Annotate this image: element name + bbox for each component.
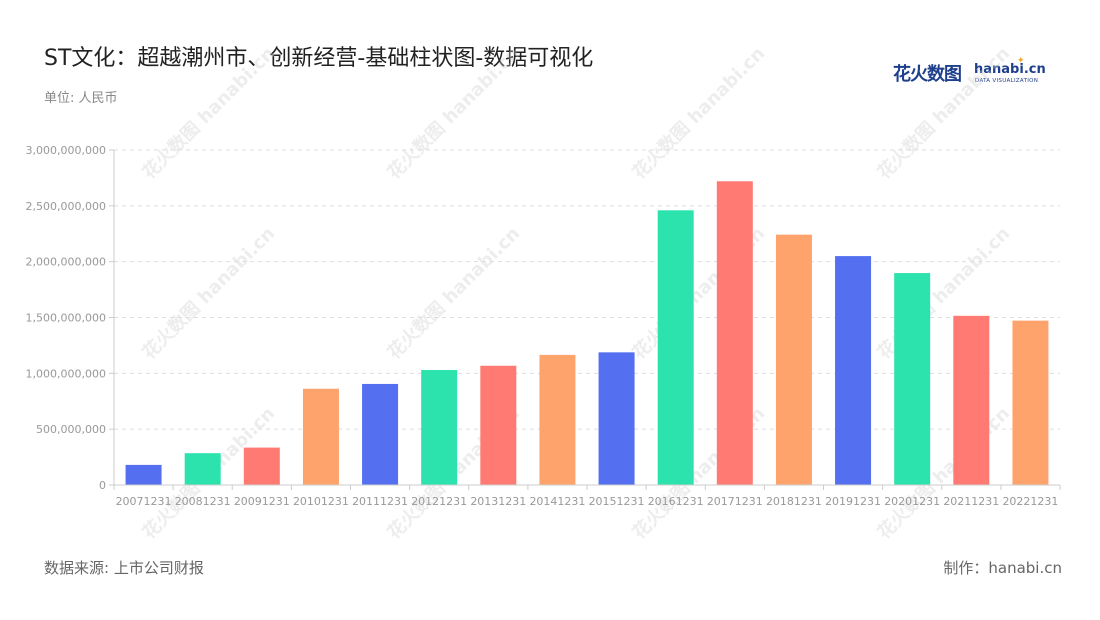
- bar: [302, 388, 339, 485]
- x-tick-label: 20221231: [1002, 495, 1058, 508]
- x-axis: 20071231 20081231 20091231 20101231 20111231…: [113, 484, 1061, 508]
- bar: [421, 369, 458, 485]
- x-tick-label: 20071231: [116, 495, 172, 508]
- bar: [775, 234, 812, 485]
- bars: [125, 181, 1049, 486]
- x-tick-label: 20111231: [352, 495, 408, 508]
- bar: [657, 210, 694, 486]
- logo-text-en: hanabi.cn: [974, 62, 1046, 77]
- y-tick-label: 2,500,000,000: [26, 200, 106, 213]
- unit-label: 单位: 人民币: [44, 91, 118, 106]
- x-tick-label: 20211231: [943, 495, 999, 508]
- x-tick-label: 20141231: [529, 495, 585, 508]
- y-tick-label: 500,000,000: [36, 423, 106, 436]
- grid-lines: [114, 149, 1060, 430]
- bar: [953, 315, 990, 485]
- x-tick-label: 20121231: [411, 495, 467, 508]
- watermark-text: 花火数图 hanabi.cn: [873, 222, 1014, 363]
- logo-subtitle: DATA VISUALIZATION: [975, 78, 1039, 84]
- x-tick-label: 20131231: [470, 495, 526, 508]
- bar: [1012, 320, 1049, 485]
- bar: [184, 453, 221, 485]
- bar: [716, 181, 753, 485]
- data-source: 数据来源: 上市公司财报: [44, 559, 204, 577]
- bar: [539, 354, 576, 485]
- y-tick-label: 2,000,000,000: [26, 256, 106, 269]
- sparkle-icon: ✦: [1017, 56, 1025, 66]
- bar: [894, 273, 931, 485]
- bar: [835, 256, 872, 485]
- watermark-text: 花火数图 hanabi.cn: [383, 42, 524, 183]
- bar: [362, 383, 399, 485]
- bar: [480, 365, 517, 485]
- x-tick-label: 20101231: [293, 495, 349, 508]
- y-tick-label: 1,000,000,000: [26, 367, 106, 380]
- brand-logo: 花火数图 hanabi.cn DATA VISUALIZATION ✦: [893, 56, 1046, 88]
- x-tick-label: 20081231: [175, 495, 231, 508]
- watermark-text: 花火数图 hanabi.cn: [138, 222, 279, 363]
- watermark-text: 花火数图 hanabi.cn: [873, 402, 1014, 543]
- y-tick-label: 0: [99, 479, 106, 492]
- y-tick-label: 3,000,000,000: [26, 144, 106, 157]
- x-tick-label: 20171231: [707, 495, 763, 508]
- x-tick-label: 20091231: [234, 495, 290, 508]
- y-tick-label: 1,500,000,000: [26, 312, 106, 325]
- maker-credit: 制作：hanabi.cn: [943, 559, 1062, 577]
- bar: [125, 464, 162, 485]
- bar: [243, 447, 280, 485]
- y-axis: 0 500,000,000 1,000,000,000 1,500,000,000 2,…: [26, 144, 115, 492]
- watermark-text: 花火数图 hanabi.cn: [138, 42, 279, 183]
- x-tick-label: 20151231: [589, 495, 645, 508]
- x-tick-label: 20181231: [766, 495, 822, 508]
- x-tick-label: 20201231: [884, 495, 940, 508]
- watermark-text: 花火数图 hanabi.cn: [628, 42, 769, 183]
- x-tick-label: 20161231: [648, 495, 704, 508]
- chart-title: ST文化：超越潮州市、创新经营-基础柱状图-数据可视化: [44, 46, 594, 71]
- watermark-text: 花火数图 hanabi.cn: [383, 222, 524, 363]
- x-tick-label: 20191231: [825, 495, 881, 508]
- watermark-text: 花火数图 hanabi.cn: [873, 42, 1014, 183]
- bar: [598, 352, 635, 485]
- logo-text-cn: 花火数图: [893, 64, 962, 85]
